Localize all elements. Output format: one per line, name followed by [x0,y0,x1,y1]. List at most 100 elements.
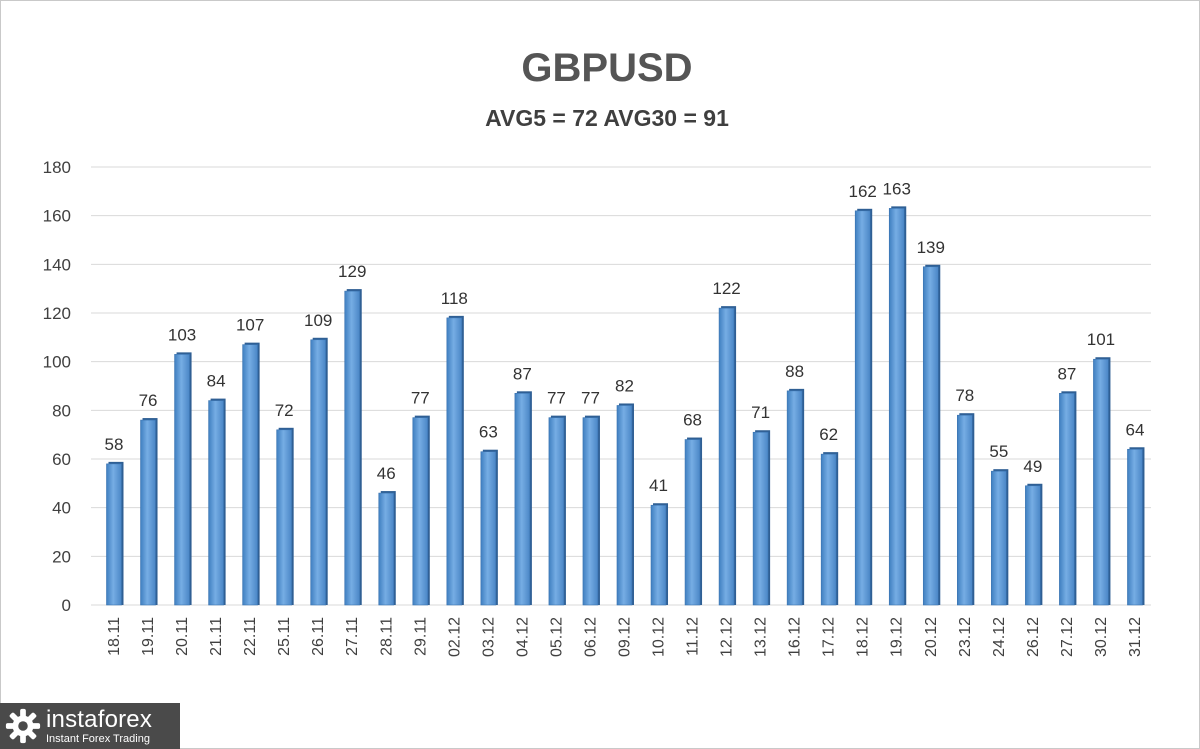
watermark-text: instaforex Instant Forex Trading [46,705,153,745]
data-label: 87 [1057,364,1076,383]
bar [140,419,156,606]
bar [786,390,803,606]
bar [344,290,361,606]
instaforex-watermark: instaforex Instant Forex Trading [0,703,180,749]
x-tick-label: 10.12 [651,617,668,657]
bar [650,504,667,606]
bar [922,266,939,606]
instaforex-logo-icon [5,708,41,744]
data-label: 84 [207,372,226,391]
data-label: 46 [377,464,396,483]
bar [514,392,531,606]
x-tick-label: 11.12 [685,617,702,656]
watermark-brand-name: instaforex [46,705,153,733]
data-label: 118 [441,289,468,308]
x-tick-label: 24.12 [991,617,1008,657]
x-tick-label: 21.11 [208,617,225,656]
data-label: 109 [304,311,332,330]
x-tick-label: 18.11 [106,617,123,656]
data-label: 78 [955,386,974,405]
data-label: 55 [989,442,1008,461]
y-tick-label: 160 [43,207,71,226]
x-tick-label: 19.11 [140,617,157,656]
x-tick-label: 28.11 [378,617,395,656]
data-label: 88 [785,362,804,381]
bar [888,208,905,606]
data-label: 72 [275,401,294,420]
y-tick-label: 140 [43,255,71,274]
bar [820,453,837,606]
data-label: 129 [338,262,366,281]
bar [752,431,769,606]
y-tick-label: 20 [52,547,71,566]
data-label: 62 [819,425,838,444]
x-tick-label: 06.12 [582,617,599,657]
bar [480,451,497,606]
bar [1093,358,1109,606]
y-tick-label: 0 [62,596,71,615]
bar [276,429,292,606]
bar [1059,392,1075,606]
bar [1127,448,1143,606]
x-tick-label: 25.11 [276,617,293,656]
data-label: 103 [168,325,196,344]
data-label: 163 [883,179,911,198]
bar [854,210,871,606]
data-label: 58 [105,435,124,454]
x-tick-label: 02.12 [446,617,463,657]
x-tick-label: 16.12 [787,617,804,657]
x-tick-label: 13.12 [753,617,770,657]
bar [548,417,565,606]
watermark-tagline: Instant Forex Trading [46,732,150,745]
bar [957,414,973,606]
x-tick-label: 27.12 [1059,617,1076,657]
data-label: 76 [139,391,158,410]
data-label: 82 [615,376,634,395]
data-label: 101 [1087,330,1115,349]
data-label: 77 [581,389,600,408]
bar [582,417,599,606]
data-label: 71 [751,403,770,422]
bar [208,400,224,606]
y-tick-label: 100 [43,353,71,372]
data-labels: 58 76 103 84 107 72 109 129 46 77 118 63 87 77 77 82 41 6… [105,179,1145,495]
data-label: 41 [649,476,668,495]
x-tick-label: 12.12 [719,617,736,657]
bar [106,463,122,606]
y-tick-label: 120 [43,304,71,323]
x-tick-label: 20.11 [174,617,191,656]
bar [1025,485,1041,606]
data-label: 107 [236,316,264,335]
chart-subtitle: AVG5 = 72 AVG30 = 91 [485,105,729,131]
bar [310,339,326,606]
x-tick-label: 05.12 [548,617,565,657]
y-tick-label: 40 [52,499,71,518]
x-tick-label: 09.12 [616,617,633,657]
y-tick-label: 80 [52,401,71,420]
x-tick-label: 26.11 [310,617,327,656]
x-tick-label: 30.12 [1093,617,1110,657]
data-label: 68 [683,411,702,430]
x-tick-label: 29.11 [412,617,429,656]
data-label: 77 [547,389,566,408]
data-label: 87 [513,364,532,383]
x-tick-label: 22.11 [242,617,259,656]
x-tick-label: 31.12 [1127,617,1144,657]
bars [106,206,1145,606]
data-label: 64 [1126,420,1145,439]
bar [242,344,258,606]
y-tick-label: 60 [52,450,71,469]
bar [412,417,429,606]
data-label: 63 [479,423,498,442]
x-tick-label: 20.12 [923,617,940,657]
data-label: 122 [712,279,740,298]
bar [991,470,1007,606]
x-tick-label: 17.12 [821,617,838,657]
data-label: 77 [411,389,430,408]
bar [616,405,633,606]
bar [446,317,463,606]
bar [174,354,190,606]
x-tick-label: 19.12 [889,617,906,657]
x-tick-label: 27.11 [344,617,361,656]
x-tick-label: 04.12 [514,617,531,657]
